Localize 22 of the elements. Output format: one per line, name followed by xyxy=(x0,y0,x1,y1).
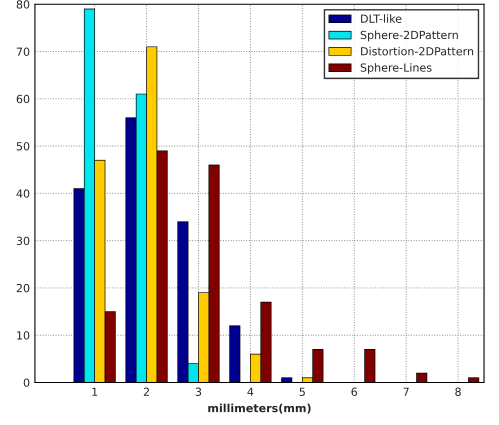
y-tick-label: 60 xyxy=(16,94,30,104)
y-tick-label: 40 xyxy=(16,189,30,198)
x-tick-label: 3 xyxy=(196,388,202,396)
y-tick-label: 10 xyxy=(17,331,30,340)
legend-label: Distortion-2DPattern xyxy=(361,46,474,56)
legend-label: Sphere-Lines xyxy=(360,63,432,74)
legend-label: Sphere-2DPattern xyxy=(360,30,458,42)
y-tick-label: 50 xyxy=(16,142,30,150)
x-tick-label: 5 xyxy=(300,388,305,396)
y-tick-label: 80 xyxy=(16,0,30,9)
x-axis-title: millimeters(mm) xyxy=(208,404,311,414)
y-tick-label: 20 xyxy=(16,284,30,292)
x-tick-label: 6 xyxy=(351,388,358,396)
x-tick-label: 2 xyxy=(144,388,149,396)
y-tick-label: 70 xyxy=(16,48,30,56)
y-tick-label: 0 xyxy=(24,378,30,387)
x-tick-label: 1 xyxy=(92,388,98,396)
x-tick-label: 7 xyxy=(404,388,409,396)
legend-label: DLT-like xyxy=(361,14,402,23)
y-tick-label: 30 xyxy=(16,236,30,246)
x-tick-label: 8 xyxy=(455,388,461,396)
x-tick-label: 4 xyxy=(247,388,254,396)
